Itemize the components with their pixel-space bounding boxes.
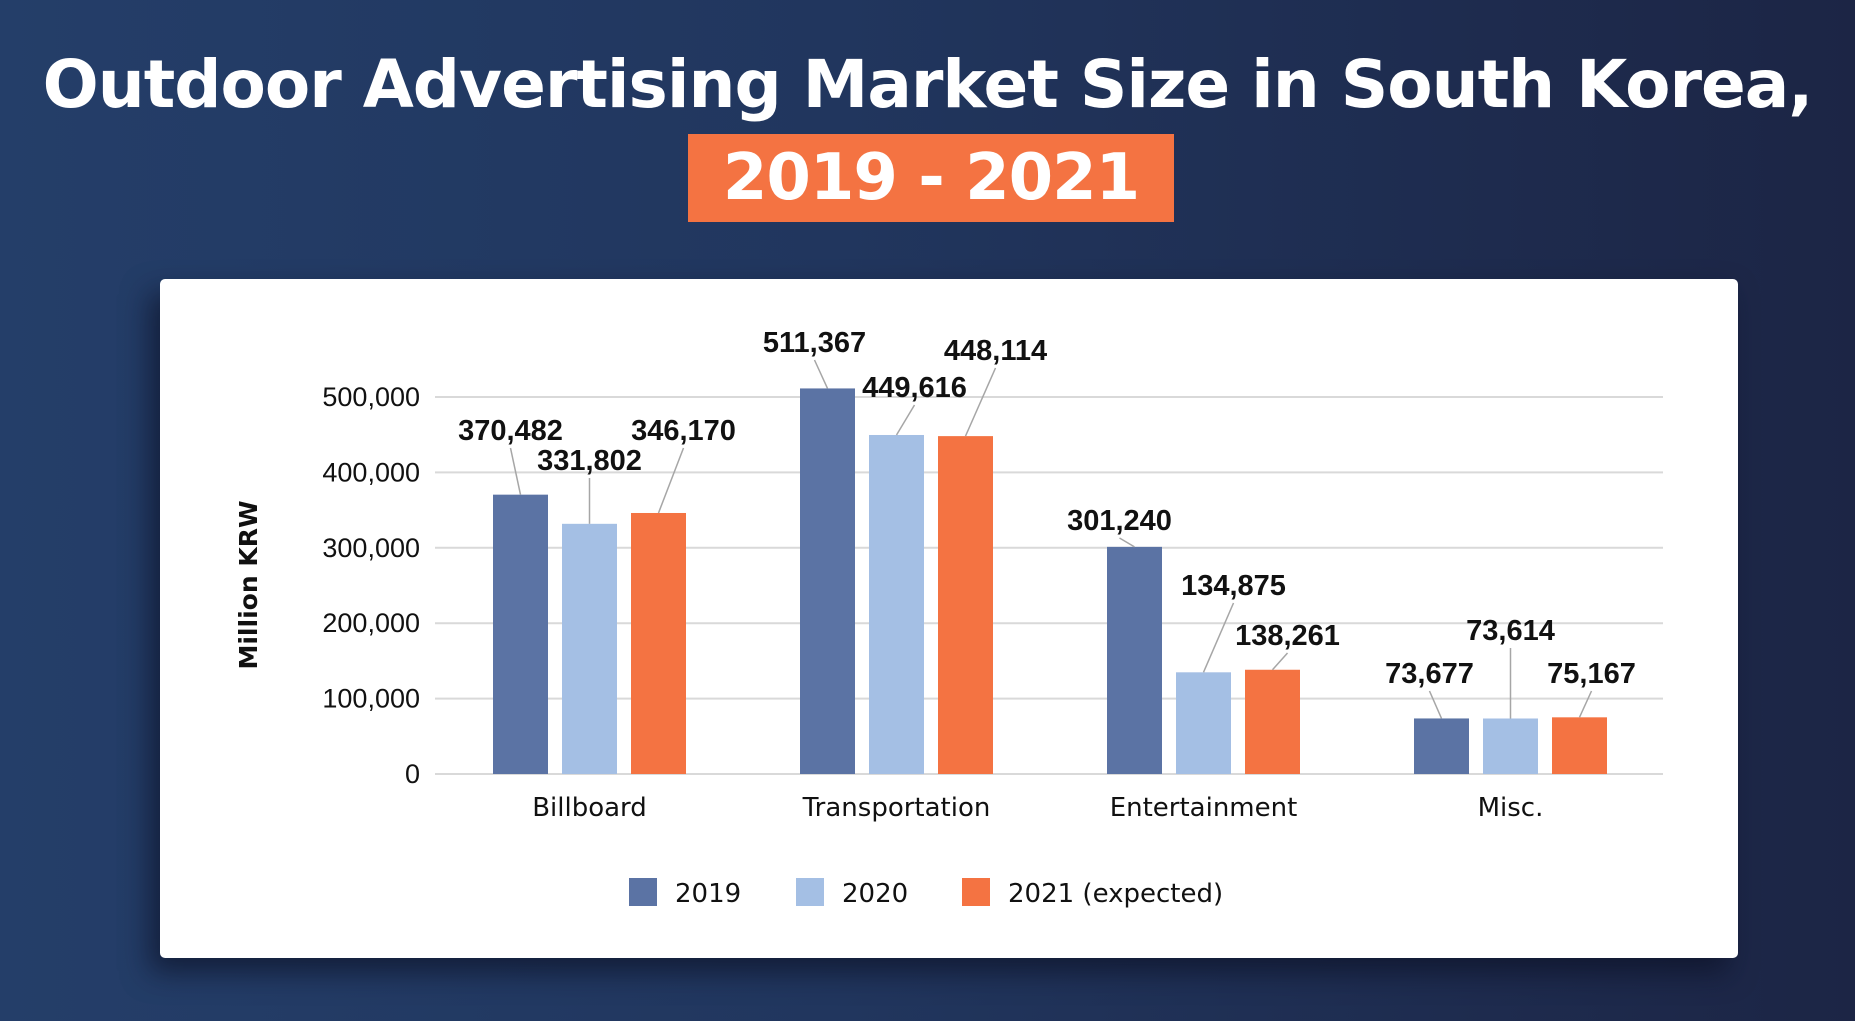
data-label: 448,114 — [944, 335, 1047, 367]
page-title: Outdoor Advertising Market Size in South… — [42, 46, 1814, 123]
legend: 2019 2020 2021 (expected) — [629, 878, 1223, 909]
data-label: 511,367 — [763, 327, 866, 359]
x-tick-label: Transportation — [802, 793, 991, 823]
bar-chart: 0 100,000 200,000 300,000 400,000 500,000 Mil… — [234, 327, 1663, 909]
leader-line — [1202, 602, 1235, 673]
legend-swatch — [629, 878, 657, 906]
leader-line — [657, 447, 685, 514]
data-label: 301,240 — [1067, 505, 1172, 537]
data-label: 138,261 — [1235, 620, 1340, 652]
leader-line — [813, 359, 829, 389]
bar — [1245, 669, 1300, 774]
leader-line — [1119, 537, 1135, 548]
data-label: 73,677 — [1385, 658, 1474, 690]
leader-lines — [509, 359, 1593, 719]
data-label: 370,482 — [458, 415, 563, 447]
data-label: 331,802 — [537, 445, 642, 477]
y-tick-label: 200,000 — [322, 608, 420, 638]
y-tick-label: 400,000 — [322, 457, 420, 487]
leader-line — [895, 404, 916, 436]
legend-label: 2019 — [675, 879, 741, 909]
legend-swatch — [962, 878, 990, 906]
bar — [1107, 546, 1162, 774]
bar — [869, 434, 924, 774]
data-label: 134,875 — [1181, 570, 1286, 602]
y-tick-label: 300,000 — [322, 533, 420, 563]
bar — [562, 523, 617, 774]
bar — [1176, 672, 1231, 774]
y-tick-label: 500,000 — [322, 382, 420, 412]
bar — [938, 436, 993, 774]
subtitle-badge: 2019 - 2021 — [688, 134, 1174, 222]
bar — [1552, 717, 1607, 774]
leader-line — [964, 367, 997, 437]
data-label: 346,170 — [631, 415, 736, 447]
x-axis-ticks: Billboard Transportation Entertainment Misc… — [532, 793, 1543, 823]
subtitle-text: 2019 - 2021 — [722, 141, 1140, 215]
legend-label: 2021 (expected) — [1008, 879, 1223, 909]
data-label: 75,167 — [1547, 658, 1636, 690]
y-axis-ticks: 0 100,000 200,000 300,000 400,000 500,000 — [322, 382, 420, 789]
legend-swatch — [796, 878, 824, 906]
bar — [493, 494, 548, 774]
leader-line — [509, 447, 522, 495]
bar — [800, 388, 855, 774]
x-tick-label: Billboard — [532, 793, 647, 823]
data-label: 73,614 — [1466, 615, 1555, 647]
bar — [1483, 718, 1538, 774]
y-tick-label: 100,000 — [322, 684, 420, 714]
chart-card: 0 100,000 200,000 300,000 400,000 500,000 Mil… — [160, 279, 1738, 958]
x-tick-label: Entertainment — [1110, 793, 1298, 823]
leader-line — [1428, 690, 1443, 719]
leader-line — [1271, 652, 1289, 671]
bar — [631, 512, 686, 774]
y-tick-label: 0 — [405, 759, 420, 789]
legend-label: 2020 — [842, 879, 908, 909]
x-tick-label: Misc. — [1478, 793, 1544, 823]
leader-line — [1578, 690, 1593, 718]
bars — [493, 388, 1607, 774]
data-label: 449,616 — [862, 372, 967, 404]
bar — [1414, 718, 1469, 774]
y-axis-label: Million KRW — [234, 500, 263, 669]
